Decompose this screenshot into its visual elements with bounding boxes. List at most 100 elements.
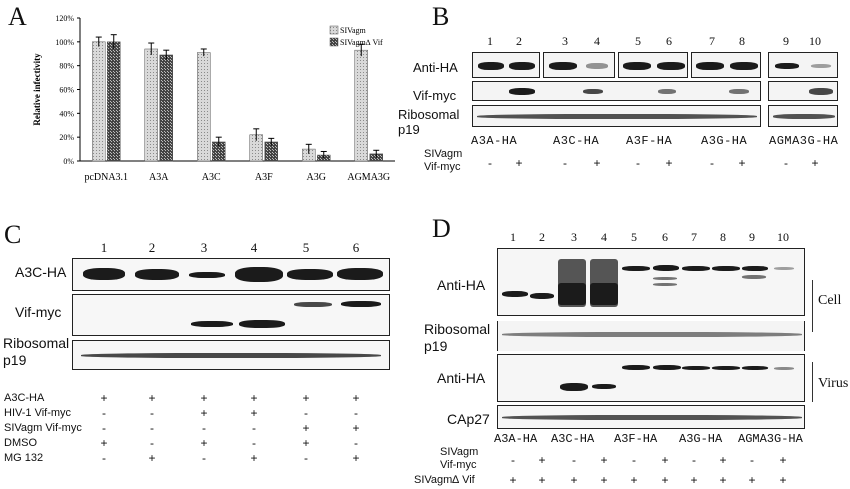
panel-c-condition-label: SIVagm Vif-myc xyxy=(4,422,82,434)
panel-d-lane-number: 1 xyxy=(510,230,516,244)
panel-c-sign: + xyxy=(302,391,310,405)
panel-c-sign: - xyxy=(304,451,308,465)
panel-c-sign: + xyxy=(148,451,156,465)
panel-d-row-p19: p19 xyxy=(424,338,448,354)
panel-b-sign: + xyxy=(665,156,673,170)
panel-c-letter: C xyxy=(4,220,22,249)
panel-c-sign: - xyxy=(102,421,106,435)
panel-c-sign: + xyxy=(352,451,360,465)
panel-b-letter: B xyxy=(432,2,450,31)
panel-c-lane-number: 4 xyxy=(250,240,258,255)
panel-c-sign: + xyxy=(250,451,258,465)
panel-d-cond-vifmyc: Vif-myc xyxy=(440,459,477,471)
panel-d-lane-number: 8 xyxy=(720,230,726,244)
panel-d-blot-antiha-cell xyxy=(497,248,805,316)
x-tick-label: AGMA3G xyxy=(347,172,390,183)
y-tick-label: 100% xyxy=(55,38,74,47)
legend-label: SIVagm xyxy=(340,26,367,35)
legend-label: SIVagm∆ Vif xyxy=(340,38,383,47)
bar xyxy=(159,54,173,162)
panel-d-lane-number: 5 xyxy=(631,230,637,244)
panel-b-lane-number: 3 xyxy=(562,34,568,48)
panel-b-sign: + xyxy=(593,156,601,170)
x-tick-label: A3A xyxy=(149,172,169,183)
panel-c-blot-a3cha xyxy=(72,258,390,291)
panel-d-blot-antiha-virus xyxy=(497,354,805,402)
bar xyxy=(107,41,121,162)
panel-c-condition-label: A3C-HA xyxy=(4,392,45,404)
panel-c-sign: - xyxy=(354,406,358,420)
panel-d-group-label: A3C-HA xyxy=(551,432,595,446)
panel-b-lane-number: 2 xyxy=(516,34,522,48)
panel-c-row-ribosomal: Ribosomal xyxy=(3,335,70,351)
panel-c-sign: - xyxy=(252,421,256,435)
panel-c-sign: + xyxy=(100,391,108,405)
panel-b-blot-a3g-ha xyxy=(691,52,761,78)
panel-d-row-ribosomal: Ribosomal xyxy=(424,321,491,337)
panel-b-sign: + xyxy=(515,156,523,170)
panel-d-plus: + xyxy=(509,473,517,487)
panel-d-row-antiha-virus: Anti-HA xyxy=(437,370,486,386)
panel-c-sign: - xyxy=(102,406,106,420)
panel-b-sign: + xyxy=(738,156,746,170)
panel-b-blot-ribosomal xyxy=(472,105,761,127)
panel-c-condition-label: DMSO xyxy=(4,437,37,449)
panel-c-sign: - xyxy=(202,451,206,465)
panel-c-sign: - xyxy=(102,451,106,465)
panel-c-row-vifmyc: Vif-myc xyxy=(15,304,62,320)
panel-d-lane-number: 7 xyxy=(691,230,697,244)
panel-c-sign: + xyxy=(250,406,258,420)
panel-c-sign: - xyxy=(354,436,358,450)
panel-d-cond-sivagm: SIVagm xyxy=(440,446,479,458)
panel-d-sign: + xyxy=(661,453,669,467)
panel-d-lane-number: 6 xyxy=(662,230,668,244)
panel-b-blot-a3a-ha xyxy=(472,52,540,78)
panel-b-blot-vifmyc xyxy=(472,81,761,101)
panel-b-group-label: A3F-HA xyxy=(626,134,673,148)
x-tick-label: A3F xyxy=(255,172,273,183)
panel-b-group-label: A3G-HA xyxy=(701,134,748,148)
bar xyxy=(144,48,158,162)
panel-b-sign: - xyxy=(710,156,714,170)
panel-d-letter: D xyxy=(432,214,451,243)
panel-d-lane-number: 9 xyxy=(749,230,755,244)
panel-d-plus: + xyxy=(748,473,756,487)
panel-c-lane-number: 1 xyxy=(100,240,108,255)
panel-b-lane-number: 1 xyxy=(487,34,493,48)
panel-d-blot-ribosomal xyxy=(497,321,805,351)
panel-d-row-cap27: CAp27 xyxy=(447,411,490,427)
panel-c-blot-ribosomal xyxy=(72,340,390,370)
panel-d-plus: + xyxy=(600,473,608,487)
panel-b-cond-sivagm: SIVagm xyxy=(424,148,463,160)
panel-d-sign: - xyxy=(511,453,515,467)
y-tick-label: 120% xyxy=(55,14,74,23)
panel-c-sign: + xyxy=(352,391,360,405)
panel-c-sign: + xyxy=(302,436,310,450)
panel-c-sign: + xyxy=(250,391,258,405)
panel-c-sign: + xyxy=(352,421,360,435)
panel-b-lane-number: 5 xyxy=(635,34,641,48)
panel-b-row-p19: p19 xyxy=(398,122,420,137)
panel-b-lane-number: 10 xyxy=(809,34,821,48)
panel-d-plus: + xyxy=(690,473,698,487)
panel-b-blot-agma3g-ha xyxy=(768,52,838,78)
panel-c-blot-vifmyc xyxy=(72,294,390,336)
panel-c-lane-number: 5 xyxy=(302,240,310,255)
panel-b-cond-vifmyc: Vif-myc xyxy=(424,161,461,173)
panel-d-plus: + xyxy=(538,473,546,487)
panel-d-group-label: A3A-HA xyxy=(494,432,538,446)
panel-c-lane-number: 2 xyxy=(148,240,156,255)
panel-d-lane-number: 4 xyxy=(601,230,607,244)
panel-d-lane-number: 2 xyxy=(539,230,545,244)
panel-b-lane-number: 6 xyxy=(666,34,672,48)
y-axis-label: Relative infectivity xyxy=(32,53,42,126)
panel-d-blot-cap27 xyxy=(497,405,805,429)
panel-d-plus: + xyxy=(570,473,578,487)
legend-swatch xyxy=(329,25,339,35)
panel-c-lane-number: 6 xyxy=(352,240,360,255)
panel-d-group-label: A3G-HA xyxy=(679,432,723,446)
panel-d-plus: + xyxy=(630,473,638,487)
panel-c-lane-number: 3 xyxy=(200,240,208,255)
panel-b-sign: - xyxy=(784,156,788,170)
panel-b-blot-a3c-ha xyxy=(543,52,615,78)
